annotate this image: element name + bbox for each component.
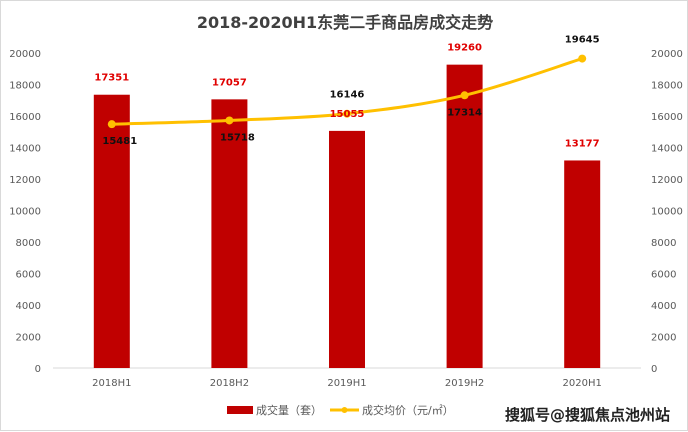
y-tick-label-left: 2000 [16,333,41,344]
bar-data-label: 17057 [212,77,247,88]
y-tick-label-right: 6000 [651,270,676,281]
x-tick-label: 2018H2 [210,378,249,389]
legend-bar-swatch [227,406,253,414]
y-tick-label-left: 14000 [9,144,41,155]
y-tick-label-left: 20000 [9,49,41,60]
y-tick-label-right: 18000 [651,81,683,92]
price-point [578,54,587,63]
x-tick-label: 2019H2 [445,378,484,389]
line-data-label: 15481 [102,136,137,147]
legend: 成交量（套） 成交均价（元/㎡） [227,403,454,417]
bar [93,94,130,369]
chart-title: 2018-2020H1东莞二手商品房成交走势 [197,13,493,32]
y-tick-label-right: 14000 [651,144,683,155]
price-point [225,116,234,125]
y-tick-label-right: 4000 [651,301,676,312]
x-tick-label: 2020H1 [563,378,602,389]
y-tick-label-left: 10000 [9,207,41,218]
y-tick-label-right: 2000 [651,333,676,344]
line-data-label: 16146 [330,90,365,101]
y-tick-label-left: 18000 [9,81,41,92]
bar [211,99,248,369]
bar-data-label: 17351 [94,73,129,84]
y-tick-label-left: 16000 [9,112,41,123]
y-tick-label-left: 4000 [16,301,41,312]
bar-data-label: 13177 [565,138,600,149]
y-tick-label-left: 8000 [16,238,41,249]
legend-line-marker [341,407,348,413]
y-tick-label-right: 8000 [651,238,676,249]
bar-data-label: 19260 [447,43,482,54]
bar [329,130,365,368]
line-data-label: 15718 [220,132,255,143]
source-watermark: 搜狐号@搜狐焦点池州站 [505,406,670,424]
price-point [460,91,469,100]
y-tick-label-right: 12000 [651,175,683,186]
y-tick-label-right: 20000 [651,49,683,60]
x-tick-label: 2018H1 [92,378,131,389]
y-tick-label-right: 10000 [651,207,683,218]
bar [446,64,483,368]
y-tick-label-left: 0 [35,364,41,375]
legend-line-label: 成交均价（元/㎡） [362,403,454,417]
y-tick-label-left: 12000 [9,175,41,186]
y-tick-label-right: 16000 [651,112,683,123]
legend-bar-label: 成交量（套） [256,403,322,417]
price-point [107,120,116,129]
x-tick-label: 2019H1 [327,378,366,389]
bar [564,160,601,368]
y-tick-label-right: 0 [651,364,657,375]
line-data-label: 19645 [565,35,600,46]
y-tick-label-left: 6000 [16,270,41,281]
bar-data-label: 15055 [330,109,365,120]
line-data-label: 17314 [447,107,482,118]
price-point [343,109,351,118]
